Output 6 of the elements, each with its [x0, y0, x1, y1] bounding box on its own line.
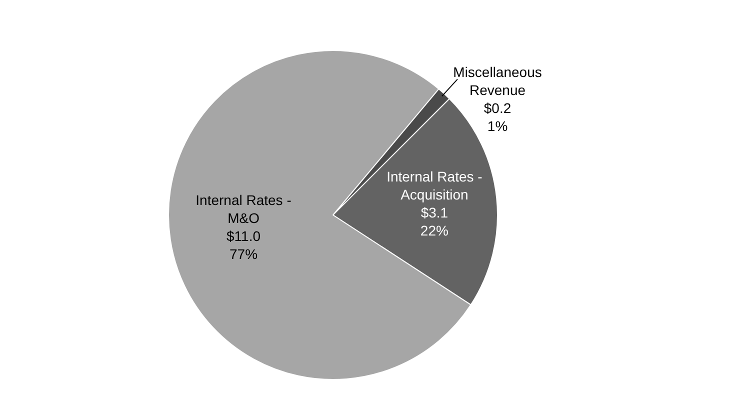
data-label: $3.1 22% — [420, 204, 448, 238]
slice-label: Internal Rates - M&O — [196, 192, 292, 226]
slice-label: Miscellaneous Revenue — [453, 64, 542, 98]
data-label: $0.2 1% — [484, 100, 512, 134]
data-label: $11.0 77% — [226, 228, 261, 262]
slice-label: Internal Rates - Acquisition — [386, 168, 483, 202]
